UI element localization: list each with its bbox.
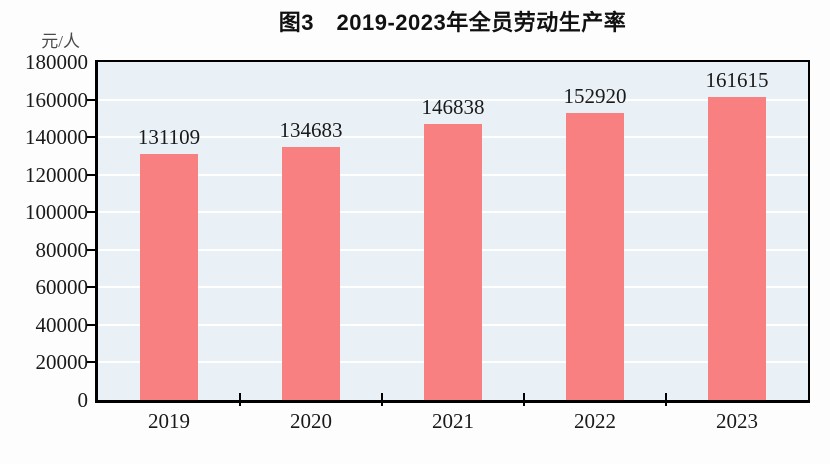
bar-value-label: 152920	[563, 84, 627, 108]
y-axis-tick-label: 180000	[25, 50, 88, 74]
y-axis-tick-label: 20000	[35, 350, 89, 375]
x-axis-tick-mark	[239, 393, 241, 406]
chart-title: 图3 2019-2023年全员劳动生产率	[278, 10, 627, 35]
y-axis-tick-mark	[87, 173, 95, 176]
y-axis-tick-mark	[87, 361, 95, 364]
y-axis-tick-mark	[87, 136, 95, 139]
bar-2023	[708, 97, 766, 400]
y-axis-tick-label: 100000	[25, 200, 88, 225]
y-axis-tick-label: 0	[77, 388, 89, 412]
x-axis-tick-label: 2020	[290, 409, 332, 433]
y-axis-tick-label: 60000	[35, 275, 89, 300]
bar-2019	[140, 154, 198, 400]
y-axis-tick-label: 80000	[35, 237, 89, 262]
bar-2022	[566, 113, 624, 400]
x-axis-tick-label: 2021	[432, 409, 474, 433]
y-axis-tick-mark	[87, 211, 95, 214]
x-axis-tick-mark	[381, 393, 383, 406]
y-axis-tick-label: 140000	[25, 125, 88, 150]
y-axis-tick-mark	[87, 98, 95, 101]
bar-value-label: 146838	[421, 95, 485, 119]
bar-value-label: 161615	[705, 68, 769, 92]
x-axis-tick-mark	[523, 393, 525, 406]
gridline	[98, 98, 808, 101]
x-axis-tick-label: 2019	[148, 409, 190, 433]
x-axis-tick-label: 2022	[574, 409, 616, 433]
y-axis-tick-label: 160000	[25, 87, 88, 112]
plot-area: 131109 134683 146838 152920 161615	[87, 60, 810, 406]
y-axis-tick-label: 40000	[35, 312, 89, 337]
bar-2021	[424, 124, 482, 400]
y-axis-tick-mark	[87, 286, 95, 289]
y-axis-tick-mark	[87, 248, 95, 251]
y-axis-tick-label: 120000	[25, 162, 88, 187]
bar-value-label: 131109	[137, 125, 201, 149]
y-axis-tick-mark	[87, 323, 95, 326]
x-axis-tick-label: 2023	[716, 409, 758, 433]
x-axis-tick-mark	[665, 393, 667, 406]
bar-value-label: 134683	[279, 118, 343, 142]
y-axis-unit-label: 元/人	[41, 32, 80, 51]
bar-2020	[282, 147, 340, 400]
